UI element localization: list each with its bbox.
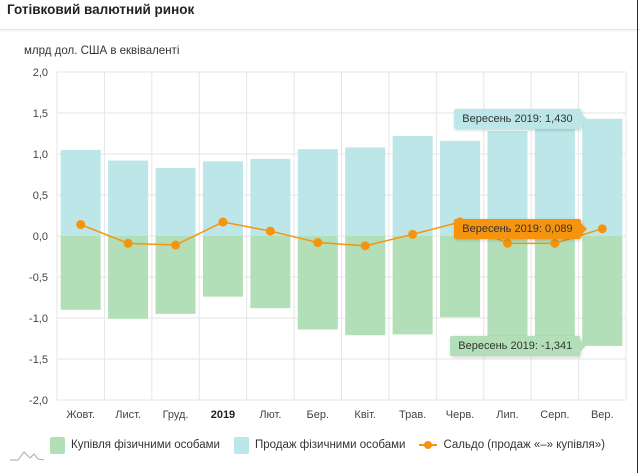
- legend-swatch-sell: [233, 436, 249, 454]
- balance-point: [265, 226, 275, 236]
- bar-buy: [345, 236, 386, 336]
- bar-sell: [155, 167, 196, 236]
- y-tick-label: -2,0: [29, 395, 48, 407]
- x-tick-label: Бер.: [307, 409, 330, 421]
- x-tick-label: Жовт.: [66, 409, 95, 421]
- legend-line-marker-icon: [419, 440, 438, 450]
- x-axis-ticks: Жовт. Лист. Груд. 2019 Лют. Бер. Квіт. Трав. Чер…: [66, 409, 613, 421]
- bar-buy: [487, 236, 528, 343]
- legend-label-sell: Продаж фізичними особами: [254, 439, 406, 451]
- y-axis-unit-label: млрд дол. США в еквіваленті: [24, 45, 180, 57]
- legend-label-buy: Купівля фізичними особами: [71, 439, 220, 451]
- bars: [60, 118, 623, 346]
- balance-point: [360, 241, 370, 251]
- balance-point: [76, 220, 86, 230]
- bar-sell: [297, 149, 338, 236]
- balance-point: [218, 217, 228, 227]
- balance-point: [550, 238, 560, 248]
- x-tick-label: Лют.: [259, 409, 281, 421]
- x-tick-label: Трав.: [399, 409, 426, 421]
- legend-label-balance: Сальдо (продаж «–» купівля»): [443, 439, 605, 451]
- bar-buy: [534, 236, 575, 346]
- bar-buy: [202, 236, 243, 297]
- page-header: Готівковий валютний ринок: [0, 0, 640, 30]
- y-tick-label: -1,0: [29, 313, 48, 325]
- y-tick-label: 1,0: [33, 149, 48, 161]
- y-tick-label: 0,0: [33, 231, 48, 243]
- y-tick-label: 0,5: [33, 190, 48, 202]
- bar-sell: [392, 135, 433, 236]
- bar-sell: [250, 158, 291, 236]
- chart-legend: Купівля фізичними особами Продаж фізични…: [50, 435, 619, 455]
- bar-buy: [582, 236, 623, 346]
- balance-point: [171, 240, 181, 250]
- balance-line-path: [80, 221, 603, 247]
- mountain-chart-icon: [10, 451, 44, 461]
- page-title: Готівковий валютний ринок: [7, 2, 195, 17]
- legend-item-balance[interactable]: Сальдо (продаж «–» купівля»): [419, 439, 605, 451]
- balance-point: [313, 238, 323, 248]
- tooltip-sell: Вересень 2019: 1,430: [454, 108, 587, 129]
- y-tick-label: -1,5: [29, 354, 48, 366]
- x-tick-label: Серп.: [540, 409, 569, 421]
- x-tick-label: Черв.: [446, 409, 474, 421]
- balance-point: [502, 238, 512, 248]
- bar-sell: [108, 160, 149, 236]
- legend-item-buy[interactable]: Купівля фізичними особами: [50, 436, 220, 454]
- legend-swatch-buy: [50, 436, 65, 454]
- bar-sell: [487, 131, 528, 236]
- y-tick-label: 1,5: [33, 108, 48, 120]
- balance-line: [76, 217, 607, 251]
- tooltip-buy: Вересень 2019: -1,341: [450, 335, 587, 356]
- legend-item-sell[interactable]: Продаж фізичними особами: [233, 436, 406, 454]
- x-tick-label: Вер.: [591, 409, 614, 421]
- tooltip-balance: Вересень 2019: 0,089: [454, 218, 587, 239]
- balance-point: [123, 238, 133, 248]
- y-tick-label: 2,0: [33, 67, 48, 79]
- balance-point: [408, 229, 418, 239]
- bar-buy: [297, 236, 338, 330]
- balance-point: [597, 224, 607, 234]
- bar-sell: [345, 147, 386, 236]
- y-axis-ticks: 2,0 1,5 1,0 0,5 0,0 -0,5 -1,0 -1,5 -2,0: [29, 67, 48, 407]
- bar-buy: [250, 236, 291, 309]
- y-tick-label: -0,5: [29, 272, 48, 284]
- x-tick-label: Лист.: [115, 409, 141, 421]
- x-tick-label: 2019: [211, 409, 235, 421]
- bar-sell: [534, 126, 575, 236]
- bar-buy: [108, 236, 149, 319]
- x-tick-label: Квіт.: [354, 409, 376, 421]
- bar-sell: [582, 118, 623, 236]
- bar-buy: [392, 236, 433, 335]
- bar-buy: [440, 236, 481, 318]
- bar-buy: [60, 236, 101, 310]
- window-edge: [637, 0, 638, 473]
- x-tick-label: Лип.: [496, 409, 518, 421]
- x-tick-label: Груд.: [163, 409, 189, 421]
